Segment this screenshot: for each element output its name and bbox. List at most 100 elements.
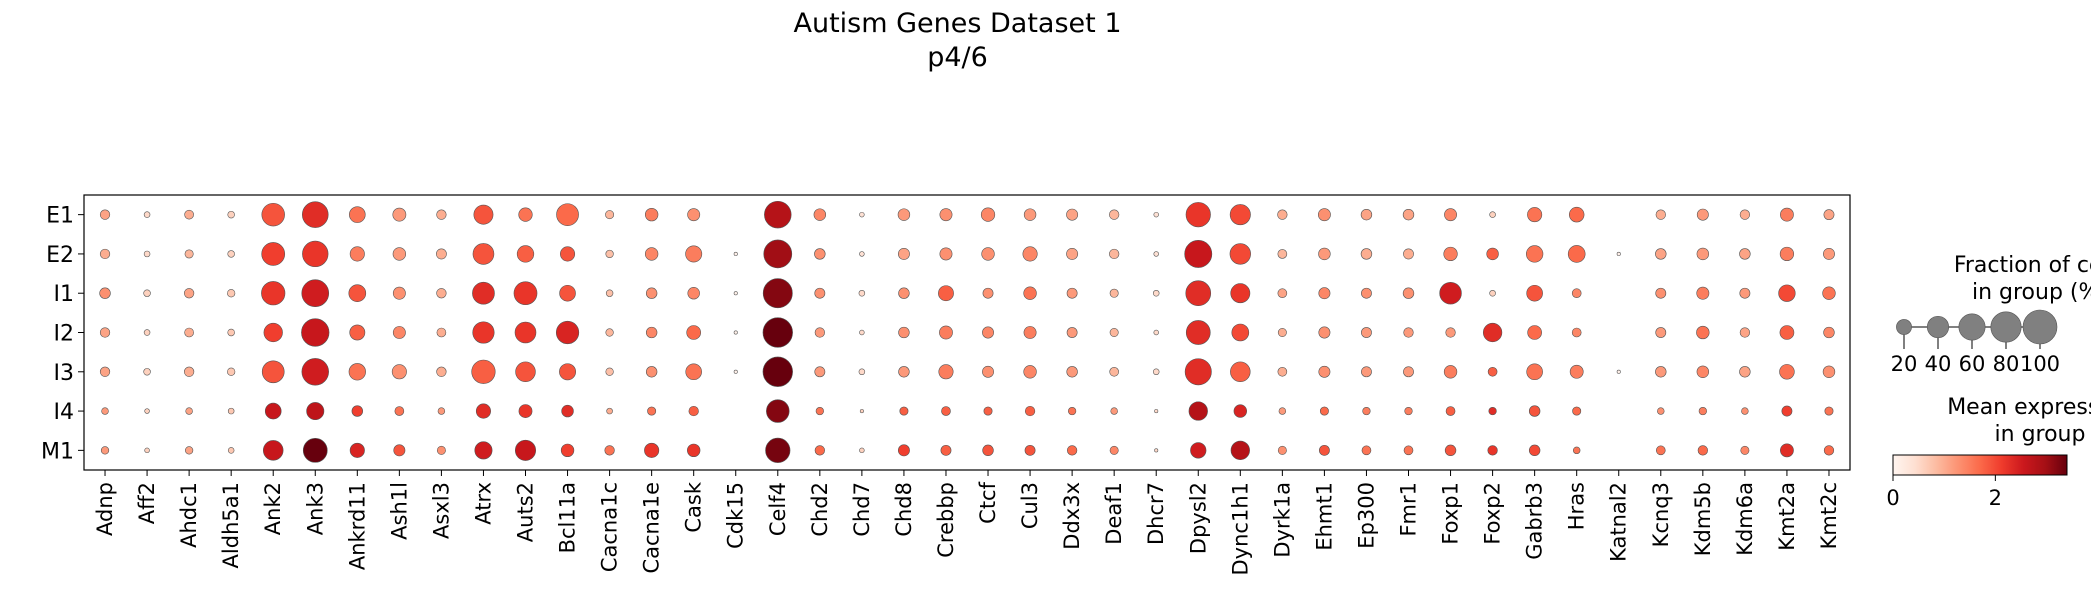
dot-M1-Cask: [687, 443, 701, 458]
x-tick-label: Ctcf: [976, 481, 1000, 523]
dot-M1-Ash1l: [393, 444, 406, 457]
dot-I3-Foxp2: [1487, 366, 1498, 377]
dot-I2-Ctcf: [982, 326, 994, 339]
dot-I4-Foxp1: [1445, 406, 1456, 416]
dot-I2-Hras: [1571, 327, 1582, 338]
dot-I4-Ep300: [1362, 406, 1371, 416]
x-tick-label: Chd8: [892, 482, 916, 537]
dot-I4-Crebbp: [941, 406, 951, 416]
dot-E2-Kmt2a: [1779, 246, 1795, 262]
dot-I3-Asxl3: [436, 366, 447, 377]
dot-E1-Aldh5a1: [227, 210, 235, 219]
dot-I1-Bcl11a: [559, 284, 576, 302]
plot-frame: [83, 194, 1851, 471]
dot-E1-Ddx3x: [1066, 208, 1079, 221]
dot-I2-Ank3: [301, 318, 330, 347]
dot-E1-Auts2: [518, 207, 533, 222]
dot-M1-Bcl11a: [560, 443, 575, 458]
dot-E2-Chd2: [814, 248, 826, 260]
x-tick-label: Bcl11a: [556, 482, 580, 553]
dot-I1-Ehmt1: [1318, 287, 1331, 300]
dot-E1-Kcnq3: [1655, 209, 1666, 220]
dot-I2-Ep300: [1361, 327, 1372, 338]
dot-I1-Crebbp: [938, 285, 954, 302]
color-legend-title: Mean expression: [1947, 395, 2091, 420]
dot-M1-Kmt2c: [1823, 445, 1835, 456]
dot-M1-Atrx: [474, 441, 493, 460]
dot-I2-Asxl3: [436, 327, 447, 338]
dot-I4-Hras: [1572, 406, 1582, 416]
dot-I2-Chd8: [898, 326, 910, 339]
dot-I3-Ep300: [1361, 366, 1372, 378]
dot-I1-Kdm6a: [1739, 287, 1751, 299]
dot-I4-Ctcf: [983, 406, 993, 416]
dot-I4-Kmt2a: [1781, 405, 1793, 417]
x-tick-label: Ankrd11: [345, 482, 369, 570]
dot-I4-Cask: [688, 405, 699, 417]
dot-E2-Ank3: [302, 240, 329, 268]
dot-E1-Ehmt1: [1317, 208, 1331, 222]
dot-I1-Ank2: [261, 281, 286, 306]
dot-I4-Deaf1: [1110, 407, 1118, 415]
dot-I1-Celf4: [762, 278, 793, 309]
dot-I4-Adnp: [101, 407, 109, 415]
dot-I4-Ddx3x: [1068, 406, 1077, 416]
dot-E1-Dpysl2: [1185, 202, 1211, 228]
dot-I1-Kdm5b: [1696, 286, 1710, 300]
dot-I2-Aldh5a1: [227, 328, 235, 337]
dot-I1-Dyrk1a: [1277, 288, 1288, 299]
dot-I3-Fmr1: [1403, 366, 1414, 378]
dot-E2-Cacna1e: [644, 247, 659, 261]
y-tick-label: M1: [41, 439, 74, 464]
dot-I1-Chd7: [858, 289, 866, 297]
colorbar: [1892, 454, 2068, 476]
dot-I4-Kmt2c: [1824, 406, 1834, 416]
dot-E1-Hras: [1568, 206, 1585, 223]
dot-E1-Ash1l: [392, 207, 407, 222]
dot-I2-Cacna1c: [605, 328, 614, 337]
size-legend-label: 80: [1993, 352, 2020, 376]
dot-I3-Ahdc1: [184, 366, 195, 377]
dot-I3-Celf4: [762, 356, 793, 387]
size-legend-dot: [1990, 311, 2022, 343]
x-tick-label: Foxp1: [1439, 482, 1463, 545]
dot-E2-Bcl11a: [560, 246, 576, 262]
dot-I4-Dpysl2: [1188, 401, 1208, 421]
dot-E2-Ash1l: [392, 247, 407, 261]
dot-E1-Deaf1: [1109, 209, 1120, 220]
dot-E2-Cacna1c: [605, 249, 614, 259]
dot-I1-Kmt2a: [1778, 284, 1796, 302]
dot-E1-Foxp2: [1489, 211, 1496, 218]
chart-title: Autism Genes Dataset 1: [793, 8, 1122, 39]
dot-E1-Kdm5b: [1696, 208, 1709, 221]
chart-subtitle: p4/6: [927, 42, 988, 73]
dot-I1-Cdk15: [733, 291, 738, 296]
dot-I4-Asxl3: [437, 407, 446, 415]
dot-I4-Cacna1c: [606, 407, 613, 415]
dot-I1-Ank3: [301, 279, 330, 308]
dot-I3-Cask: [685, 363, 702, 381]
dot-E2-Fmr1: [1403, 248, 1414, 260]
dot-I3-Aldh5a1: [227, 367, 236, 376]
x-tick-label: Kmt2c: [1817, 482, 1841, 549]
dot-I3-Crebbp: [938, 364, 954, 380]
size-legend-dot: [1926, 315, 1950, 339]
dot-E1-Dhcr7: [1153, 211, 1159, 218]
dot-M1-Cacna1c: [604, 445, 615, 456]
x-tick-label: Kdm6a: [1733, 482, 1757, 556]
dot-I1-Chd8: [898, 287, 910, 299]
dot-I2-Auts2: [514, 321, 537, 344]
dot-E1-Kmt2c: [1823, 209, 1835, 221]
x-tick-label: Atrx: [471, 482, 495, 525]
dot-E2-Kmt2c: [1823, 247, 1835, 260]
dot-E1-Fmr1: [1402, 208, 1415, 221]
y-tick-label: I2: [54, 322, 75, 347]
dot-I1-Atrx: [472, 281, 495, 305]
x-tick-label: Fmr1: [1397, 482, 1421, 537]
dot-I3-Ank3: [301, 358, 329, 386]
x-tick-label: Chd7: [850, 482, 874, 537]
y-tick-label: I1: [54, 282, 75, 307]
size-legend-label: 40: [1925, 352, 1952, 376]
dot-I4-Ank3: [306, 402, 325, 421]
dot-I3-Adnp: [99, 366, 111, 377]
